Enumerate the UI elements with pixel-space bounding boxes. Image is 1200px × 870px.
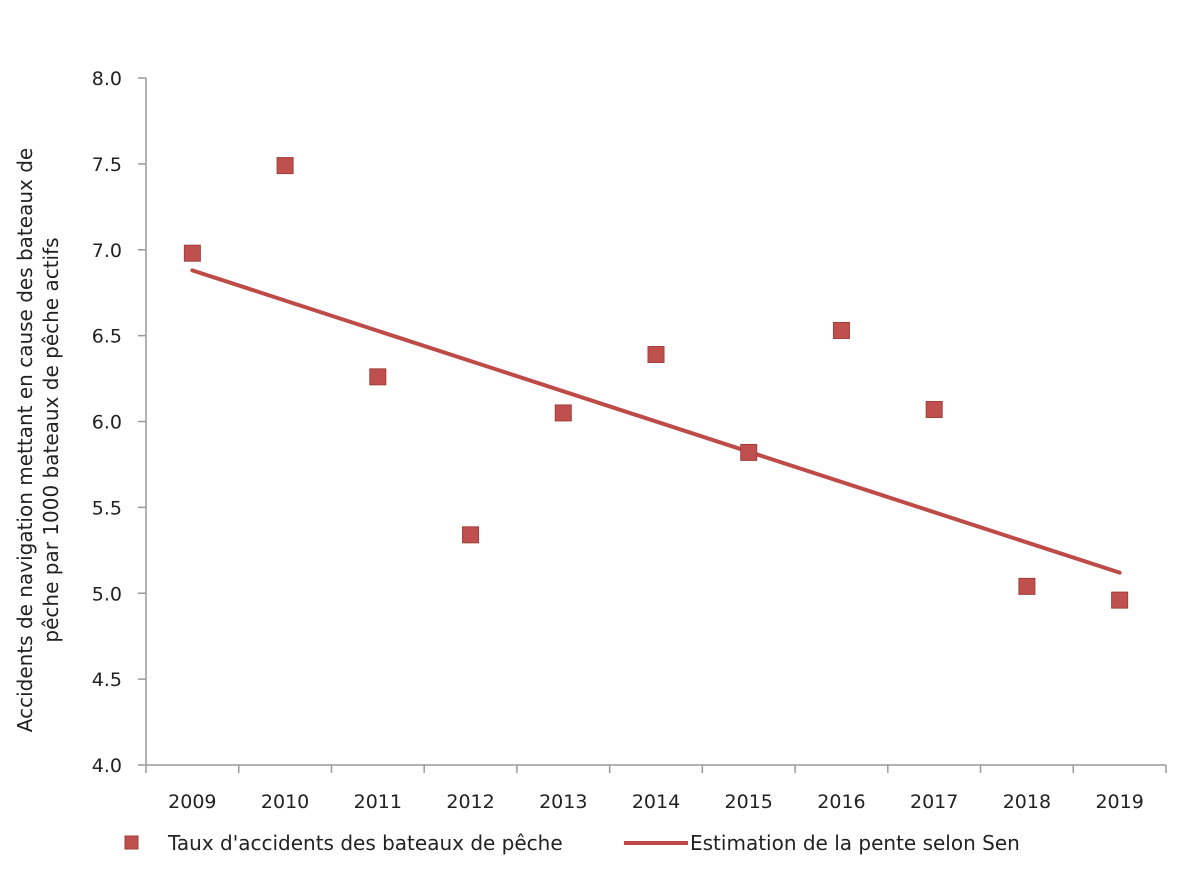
legend: Taux d'accidents des bateaux de pêche Es… xyxy=(124,831,1020,855)
data-point-2017 xyxy=(925,400,943,418)
data-point-2013 xyxy=(554,404,572,422)
x-tick-label: 2014 xyxy=(632,791,680,813)
y-tick-label: 7.5 xyxy=(92,154,122,176)
data-point-2019 xyxy=(1111,591,1129,609)
x-tick-label: 2018 xyxy=(1003,791,1051,813)
x-axis: 2009 2010 2011 2012 2013 2014 2015 2016 2017 2018… xyxy=(145,764,1167,813)
data-point-2011 xyxy=(369,368,387,386)
y-tick-label: 4.5 xyxy=(92,669,122,691)
x-tick-label: 2009 xyxy=(168,791,216,813)
trend-line-group xyxy=(190,268,1122,575)
y-tick-label: 6.5 xyxy=(92,326,122,348)
x-tick-label: 2011 xyxy=(354,791,402,813)
x-tick-label: 2016 xyxy=(817,791,865,813)
x-tick-label: 2019 xyxy=(1095,791,1143,813)
legend-label-line: Estimation de la pente selon Sen xyxy=(690,831,1020,855)
y-tick-label: 8.0 xyxy=(92,68,122,90)
legend-marker-scatter xyxy=(124,835,139,850)
data-point-2010 xyxy=(276,157,294,175)
y-tick-label: 5.5 xyxy=(92,497,122,519)
y-tick-label: 6.0 xyxy=(92,412,122,434)
y-axis-label-line-1: Accidents de navigation mettant en cause… xyxy=(13,148,37,732)
data-point-2014 xyxy=(647,346,665,364)
data-point-2015 xyxy=(740,443,758,461)
x-tick-label: 2013 xyxy=(539,791,587,813)
data-point-2012 xyxy=(462,526,480,544)
y-tick-label: 4.0 xyxy=(92,755,122,777)
y-axis-label-line-2: pêche par 1000 bateaux de pêche actifs xyxy=(39,237,63,642)
data-point-2018 xyxy=(1018,577,1036,595)
y-axis: 4.0 4.5 5.0 5.5 6.0 6.5 7.0 7.5 8.0 xyxy=(92,68,147,777)
data-point-2016 xyxy=(832,321,850,339)
x-tick-label: 2015 xyxy=(725,791,773,813)
legend-label-scatter: Taux d'accidents des bateaux de pêche xyxy=(167,831,563,855)
x-tick-label: 2017 xyxy=(910,791,958,813)
data-point-2009 xyxy=(183,244,201,262)
points-group xyxy=(183,157,1129,609)
x-tick-label: 2010 xyxy=(261,791,309,813)
y-tick-label: 5.0 xyxy=(92,583,122,605)
y-tick-label: 7.0 xyxy=(92,240,122,262)
x-tick-label: 2012 xyxy=(446,791,494,813)
sen-slope-line xyxy=(190,268,1122,575)
